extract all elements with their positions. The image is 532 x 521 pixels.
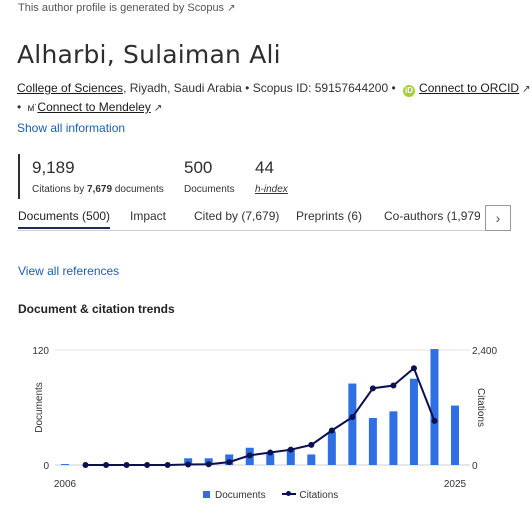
y-left-axis-label: Documents <box>34 382 45 433</box>
citations-point <box>185 461 192 468</box>
documents-legend-label: Documents <box>215 490 266 501</box>
tab-co-authors[interactable]: Co-authors (1,979) <box>384 209 480 223</box>
author-meta-line-2: • ᴍ̈ Connect to Mendeley ↗ <box>17 100 162 114</box>
connect-orcid-link[interactable]: Connect to ORCID <box>419 81 520 95</box>
chevron-right-icon: › <box>495 210 501 226</box>
citations-point <box>226 459 233 466</box>
author-meta-line: College of Sciences, Riyadh, Saudi Arabi… <box>17 81 530 97</box>
orcid-icon: iD <box>403 85 416 97</box>
citations-point <box>369 385 376 392</box>
documents-bar <box>307 454 316 465</box>
mendeley-icon: ᴍ̈ <box>27 103 35 114</box>
documents-value: 500 <box>184 158 213 177</box>
documents-bar <box>389 411 398 465</box>
documents-bar <box>451 405 459 465</box>
hindex-label[interactable]: h-index <box>255 184 288 195</box>
documents-legend-swatch <box>203 491 210 498</box>
external-link-icon: ↗ <box>153 103 163 114</box>
citations-point <box>410 365 417 372</box>
y-right-tick-label: 2,400 <box>472 346 497 357</box>
citations-point <box>431 417 438 424</box>
citations-point <box>246 452 253 459</box>
tab-preprints[interactable]: Preprints (6) <box>296 209 363 223</box>
hindex-value: 44 <box>255 158 274 177</box>
external-link-icon[interactable]: ↗ <box>227 3 236 14</box>
profile-tabs: Documents (500) Impact Cited by (7,679) … <box>17 205 511 231</box>
citations-legend-swatch <box>282 491 297 496</box>
documents-bar <box>327 431 336 465</box>
documents-bar <box>266 453 275 465</box>
affiliation-link[interactable]: College of Sciences <box>17 81 124 95</box>
citations-legend-label: Citations <box>299 490 339 501</box>
x-tick-label: 2025 <box>444 479 467 490</box>
external-link-icon: ↗ <box>522 84 531 95</box>
y-left-tick-label: 0 <box>43 461 49 472</box>
documents-bar <box>368 418 377 465</box>
y-right-axis-label: Citations <box>475 388 486 427</box>
citations-point <box>82 462 89 468</box>
citations-label: Citations by 7,679 documents <box>32 184 164 195</box>
chart-legend: Documents Citations <box>203 490 338 501</box>
author-name: Alharbi, Sulaiman Ali <box>17 40 281 69</box>
citations-line <box>85 366 436 466</box>
citations-metric: 9,189 Citations by 7,679 documents <box>32 158 164 195</box>
separator-dot: • <box>245 81 253 95</box>
profile-note-text: This author profile is generated by Scop… <box>18 2 225 14</box>
citations-point <box>205 461 212 468</box>
citations-value: 9,189 <box>32 158 75 177</box>
document-citation-chart: 120 0 2,400 0 Documents Citations 2006 2025 <box>32 346 497 490</box>
documents-bar <box>348 383 357 465</box>
documents-bar <box>430 349 439 465</box>
separator-dot: • <box>391 81 400 95</box>
tab-impact[interactable]: Impact <box>130 209 167 223</box>
separator-dot: • <box>17 100 25 114</box>
tab-cited-by[interactable]: Cited by (7,679) <box>194 209 280 223</box>
documents-metric: 500 Documents <box>184 158 235 195</box>
profile-generated-note: This author profile is generated by Scop… <box>18 2 235 14</box>
y-right-tick-label: 0 <box>472 461 478 472</box>
citations-point <box>144 462 151 468</box>
trends-title: Document & citation trends <box>18 302 175 316</box>
hindex-metric[interactable]: 44 h-index <box>255 158 288 195</box>
citations-point <box>287 446 294 453</box>
citations-point <box>390 382 397 389</box>
metrics-panel: 9,189 Citations by 7,679 documents 500 D… <box>18 154 288 199</box>
x-tick-label: 2006 <box>54 479 77 490</box>
affiliation-location: , Riyadh, Saudi Arabia <box>123 81 242 95</box>
documents-bar <box>61 464 69 466</box>
citations-point <box>103 462 110 468</box>
documents-label: Documents <box>184 184 235 195</box>
documents-bar <box>286 448 295 465</box>
citations-point <box>123 462 130 468</box>
scopus-id: Scopus ID: 59157644200 <box>252 81 389 95</box>
citations-point <box>349 414 356 421</box>
tabs-scroll-right-button[interactable]: › <box>485 205 511 231</box>
citations-point <box>328 427 335 434</box>
connect-mendeley-link[interactable]: Connect to Mendeley <box>37 100 151 114</box>
tab-documents[interactable]: Documents (500) <box>18 209 111 229</box>
y-left-tick-label: 120 <box>32 346 49 357</box>
documents-bar <box>409 378 418 465</box>
view-all-references-link[interactable]: View all references <box>18 264 120 278</box>
show-all-information-link[interactable]: Show all information <box>17 121 126 135</box>
citations-point <box>164 462 171 468</box>
citations-point <box>267 449 274 456</box>
citations-point <box>308 441 315 448</box>
